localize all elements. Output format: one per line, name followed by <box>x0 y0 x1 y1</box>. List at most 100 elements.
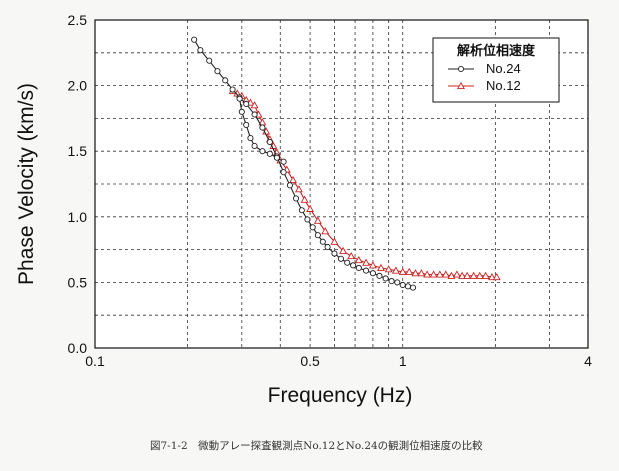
data-point-triangle <box>423 270 432 278</box>
data-point-circle <box>243 121 250 129</box>
legend-box <box>432 37 560 103</box>
data-point-circle <box>266 138 273 146</box>
plot-frame <box>94 19 589 349</box>
grid-lines <box>95 20 588 348</box>
data-point-circle <box>409 284 417 291</box>
series-no-24 <box>191 36 417 291</box>
data-point-triangle <box>354 255 363 264</box>
data-point-triangle <box>457 81 465 90</box>
data-point-circle <box>304 216 311 223</box>
data-point-circle <box>388 278 395 285</box>
data-point-circle <box>214 68 221 75</box>
data-point-triangle <box>488 273 496 281</box>
data-point-triangle <box>475 271 484 279</box>
data-point-circle <box>457 65 465 73</box>
data-point-circle <box>363 267 370 274</box>
data-point-circle <box>355 264 362 272</box>
data-point-triangle <box>313 216 322 224</box>
y-tick-label: 0.5 <box>68 274 88 290</box>
data-point-circle <box>206 57 213 64</box>
data-point-circle <box>331 250 338 257</box>
x-tick-label: 1 <box>399 353 407 369</box>
data-point-triangle <box>398 267 407 275</box>
data-point-circle <box>280 169 287 176</box>
data-point-circle <box>238 108 245 115</box>
legend-label: No.12 <box>486 78 521 93</box>
data-point-circle <box>292 195 300 202</box>
data-point-circle <box>314 232 321 239</box>
data-point-triangle <box>463 271 472 279</box>
data-point-circle <box>229 86 236 93</box>
data-point-circle <box>394 279 401 286</box>
y-tick-label: 0.0 <box>68 340 88 356</box>
data-point-triangle <box>429 270 438 278</box>
data-point-triangle <box>330 237 339 245</box>
data-point-triangle <box>447 271 456 279</box>
data-point-triangle <box>417 269 426 277</box>
series-no-24-upper-branch- <box>236 95 287 165</box>
data-point-triangle <box>294 185 303 193</box>
y-tick-label: 2.0 <box>68 78 88 94</box>
data-point-circle <box>309 224 316 231</box>
data-point-circle <box>259 148 266 155</box>
data-point-triangle <box>411 269 420 277</box>
data-point-circle <box>286 182 293 189</box>
legend-title: 解析位相速度 <box>456 43 536 59</box>
data-point-circle <box>251 111 258 118</box>
legend: 解析位相速度 No.24 No.12 <box>432 37 560 103</box>
data-point-triangle <box>306 204 315 212</box>
data-point-circle <box>344 259 351 266</box>
data-point-circle <box>399 281 406 289</box>
data-point-circle <box>273 154 280 161</box>
data-point-circle <box>243 100 250 108</box>
data-point-circle <box>337 255 345 262</box>
data-point-circle <box>259 124 266 131</box>
legend-label: No.24 <box>486 61 521 76</box>
data-point-circle <box>324 243 331 251</box>
y-axis-title: Phase Velocity (km/s) <box>15 83 38 285</box>
tick-labels: 0.1 0.5 1 4 0.0 0.5 1.0 1.5 2.0 2.5 <box>68 12 593 369</box>
y-tick-label: 1.5 <box>68 143 88 159</box>
figure-caption: 図7-1-2 微動アレー探査観測点No.12とNo.24の観測位相速度の比較 <box>150 440 483 452</box>
legend-items: No.24 No.12 <box>448 61 521 93</box>
data-point-triangle <box>377 263 385 271</box>
data-point-triangle <box>458 271 467 279</box>
data-point-triangle <box>250 101 259 109</box>
data-point-circle <box>197 47 204 54</box>
data-point-triangle <box>289 175 297 184</box>
data-point-triangle <box>347 252 356 260</box>
data-point-circle <box>369 270 376 277</box>
x-tick-label: 0.1 <box>85 353 105 369</box>
data-point-triangle <box>452 270 461 278</box>
data-point-circle <box>280 158 287 165</box>
data-point-circle <box>376 272 383 279</box>
data-point-circle <box>319 238 326 245</box>
data-point-triangle <box>362 258 371 266</box>
data-point-circle <box>251 142 258 150</box>
series-layer <box>191 36 501 291</box>
series-no-12 <box>228 86 501 281</box>
data-point-triangle <box>391 266 400 274</box>
y-tick-label: 2.5 <box>68 12 88 28</box>
data-point-triangle <box>368 261 377 269</box>
x-tick-label: 0.5 <box>300 353 320 369</box>
data-point-triangle <box>481 271 490 279</box>
data-point-triangle <box>441 270 450 278</box>
data-point-triangle <box>321 227 330 235</box>
data-point-circle <box>236 95 243 102</box>
y-tick-label: 1.0 <box>68 209 88 225</box>
data-point-triangle <box>469 271 478 279</box>
x-axis-title: Frequency (Hz) <box>268 384 413 407</box>
data-point-triangle <box>405 267 414 275</box>
data-point-triangle <box>300 195 309 203</box>
data-point-triangle <box>435 270 444 278</box>
data-point-triangle <box>492 273 501 281</box>
data-point-triangle <box>384 265 393 273</box>
data-point-circle <box>222 77 229 84</box>
data-point-circle <box>298 207 305 214</box>
x-tick-label: 4 <box>584 353 592 369</box>
data-point-triangle <box>339 246 348 254</box>
data-point-circle <box>382 275 389 282</box>
data-point-circle <box>266 150 273 157</box>
